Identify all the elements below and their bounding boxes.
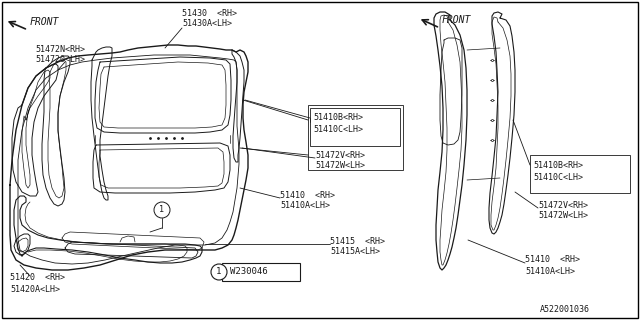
Text: 51472N<RH>: 51472N<RH> [35, 45, 85, 54]
Bar [308, 105, 403, 170]
Circle shape [154, 202, 170, 218]
Text: 51415A<LH>: 51415A<LH> [330, 247, 380, 257]
Text: 51472W<LH>: 51472W<LH> [538, 212, 588, 220]
Text: 51410  <RH>: 51410 <RH> [525, 255, 580, 265]
Text: A522001036: A522001036 [540, 306, 590, 315]
Text: 51430  <RH>: 51430 <RH> [182, 10, 237, 19]
Text: 51415  <RH>: 51415 <RH> [330, 237, 385, 246]
Text: 51430A<LH>: 51430A<LH> [182, 19, 232, 28]
Bar [310, 108, 400, 146]
Text: W230046: W230046 [230, 268, 268, 276]
Text: 1: 1 [216, 268, 221, 276]
Bar [222, 263, 300, 281]
Text: 51410A<LH>: 51410A<LH> [280, 202, 330, 211]
Text: 51410C<LH>: 51410C<LH> [313, 125, 363, 134]
Text: 51420A<LH>: 51420A<LH> [10, 284, 60, 293]
Bar [530, 155, 630, 193]
Text: 51410A<LH>: 51410A<LH> [525, 267, 575, 276]
Text: 51410B<RH>: 51410B<RH> [313, 114, 363, 123]
Text: 51410  <RH>: 51410 <RH> [280, 190, 335, 199]
Text: FRONT: FRONT [30, 17, 60, 27]
Text: 51472V<RH>: 51472V<RH> [315, 150, 365, 159]
Text: 51472V<RH>: 51472V<RH> [538, 201, 588, 210]
Text: 51420  <RH>: 51420 <RH> [10, 274, 65, 283]
Text: 1: 1 [159, 205, 164, 214]
Text: 514720<LH>: 514720<LH> [35, 55, 85, 65]
Text: 51410B<RH>: 51410B<RH> [533, 161, 583, 170]
Text: FRONT: FRONT [442, 15, 472, 25]
Circle shape [211, 264, 227, 280]
Text: 51410C<LH>: 51410C<LH> [533, 172, 583, 181]
Text: 51472W<LH>: 51472W<LH> [315, 162, 365, 171]
